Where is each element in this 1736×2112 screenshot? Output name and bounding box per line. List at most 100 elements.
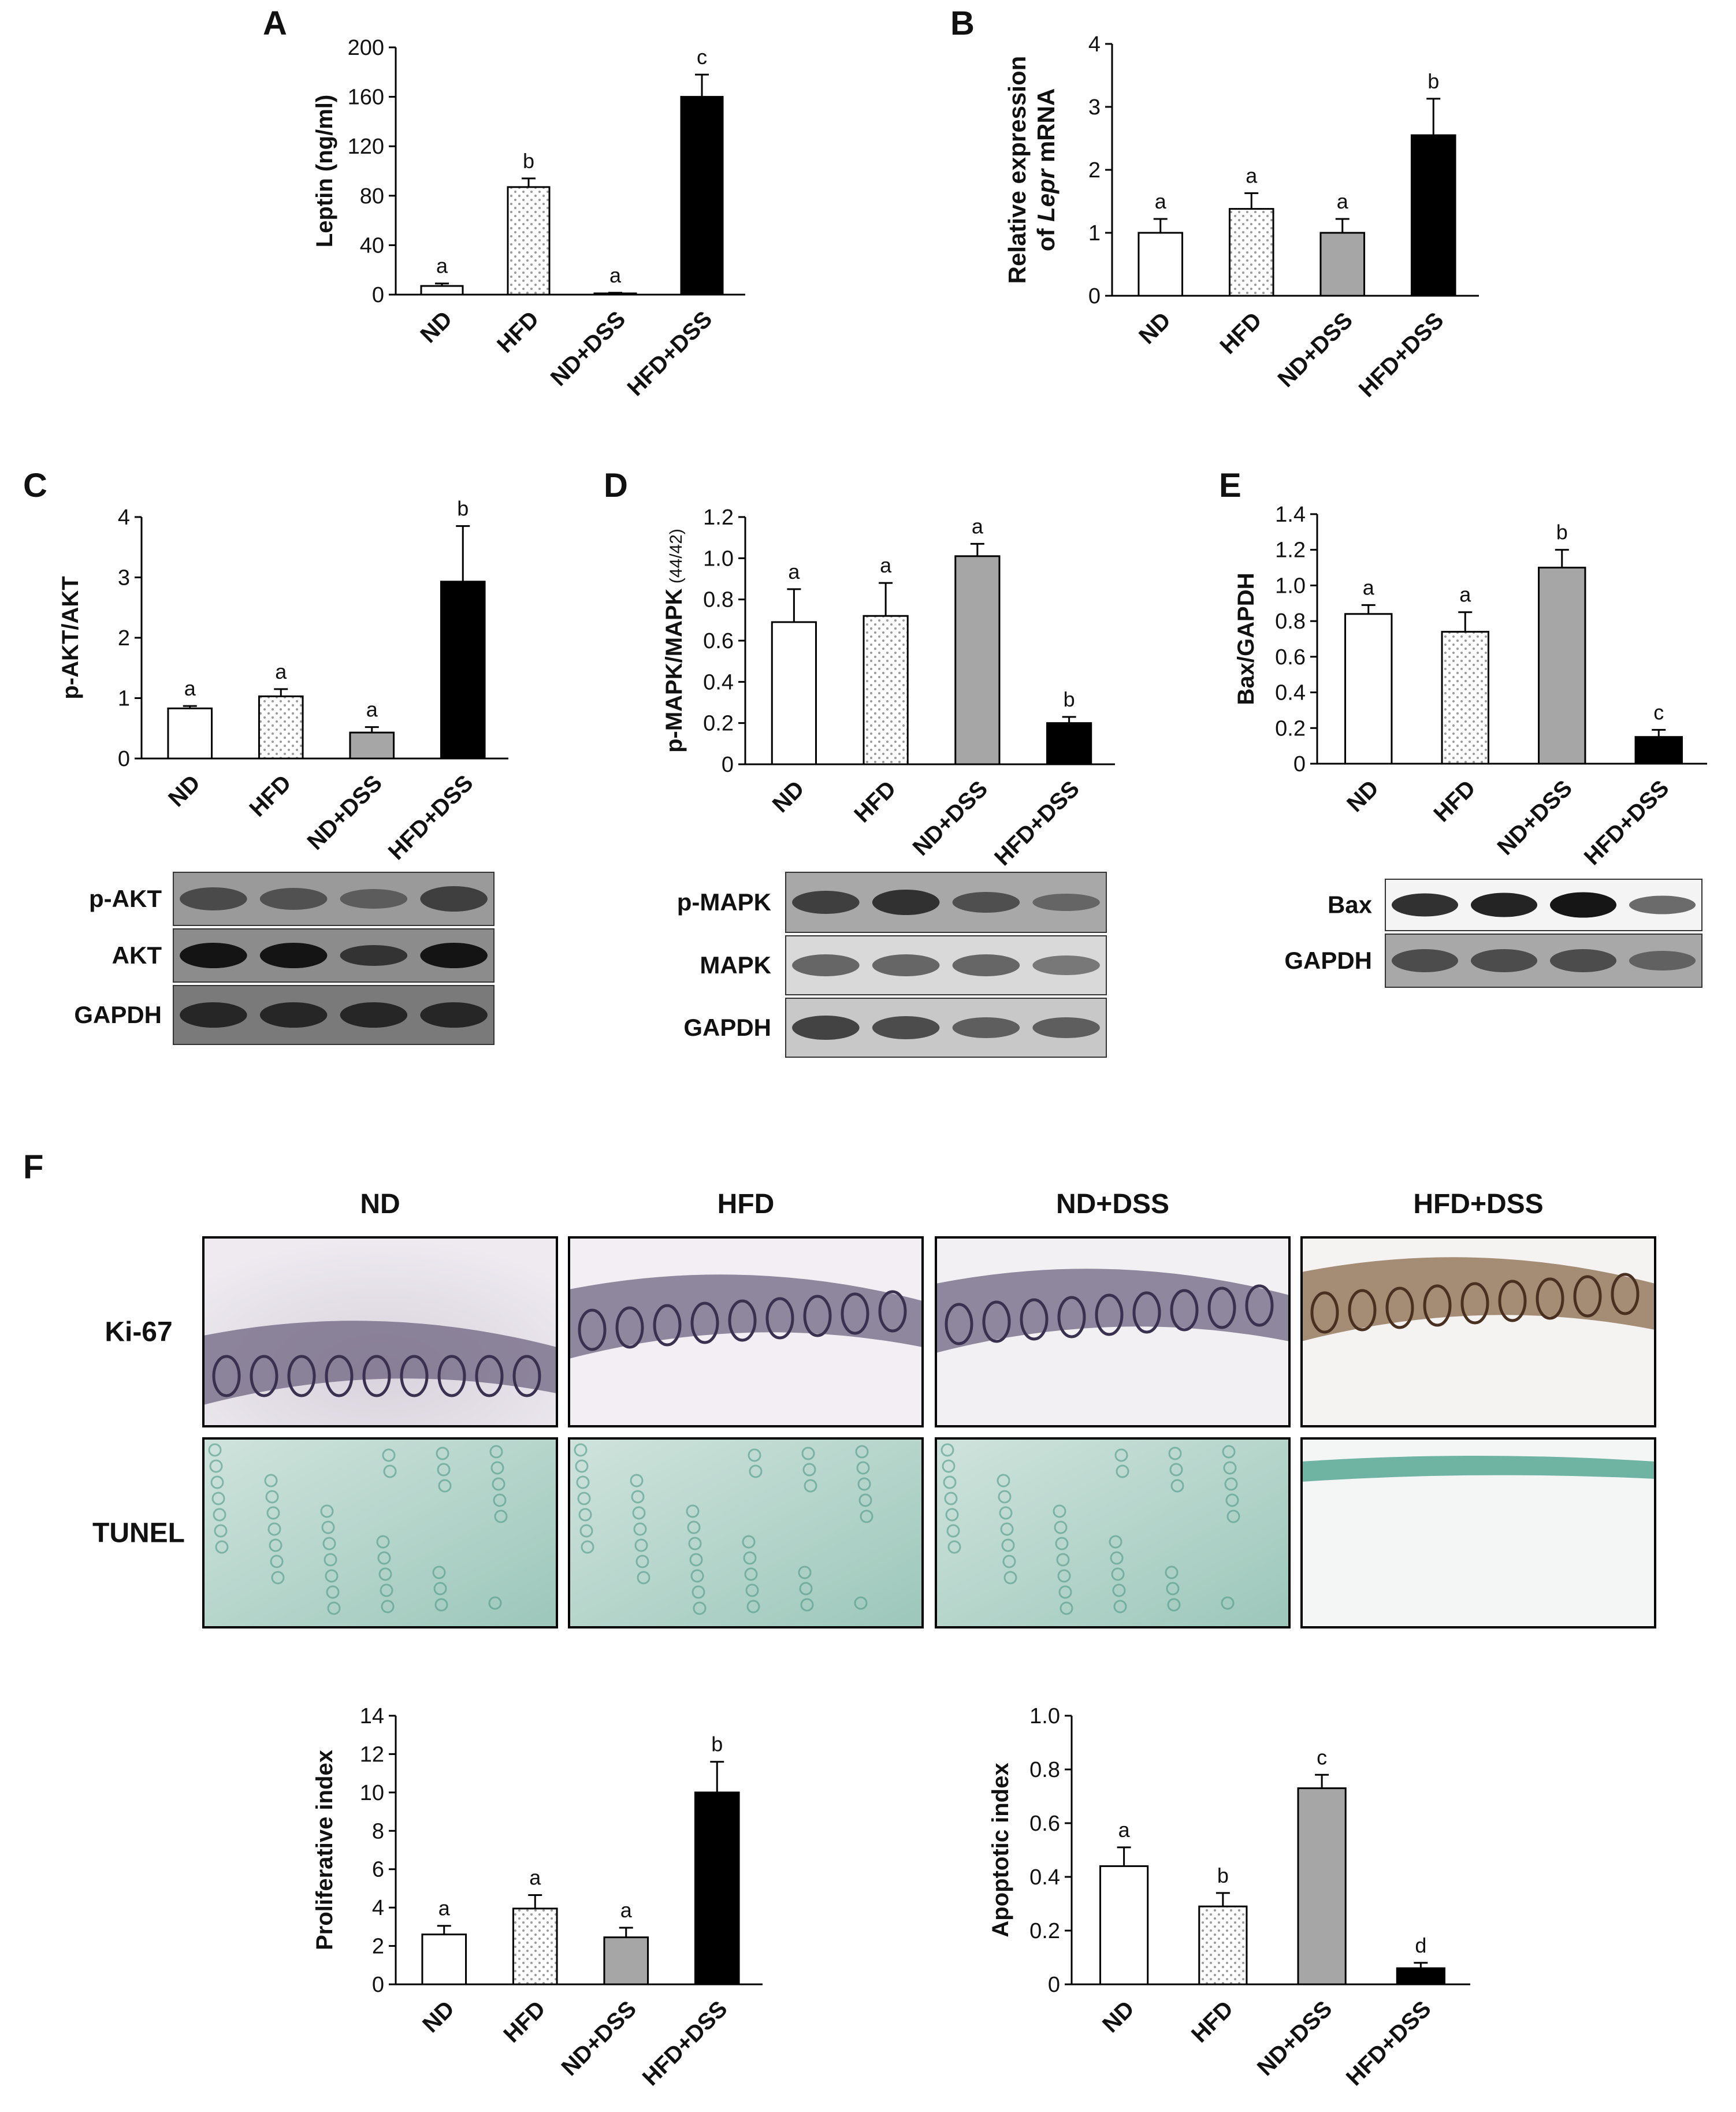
panel-label-B: B: [950, 5, 975, 42]
cell-nucleus: [1223, 1461, 1237, 1475]
histology-column-label: ND+DSS: [1056, 1189, 1169, 1219]
tissue-bg: [569, 1438, 923, 1627]
bar-ND+DSS: [1297, 1787, 1347, 1985]
bar-ND+DSS: [1319, 232, 1366, 297]
cell-nucleus: [581, 1540, 594, 1554]
cell-nucleus: [266, 1506, 280, 1520]
y-tick-label: 80: [360, 184, 384, 209]
cell-nucleus: [215, 1540, 229, 1554]
cell-nucleus: [382, 1448, 396, 1462]
blot-band: [792, 1016, 860, 1040]
cell-nucleus: [267, 1522, 281, 1536]
cell-nucleus: [269, 1538, 282, 1552]
cell-nucleus: [577, 1492, 591, 1505]
cell-nucleus: [1165, 1566, 1179, 1579]
y-tick-label: 0.8: [1275, 609, 1306, 634]
cell-nucleus: [1054, 1520, 1068, 1534]
cell-nucleus: [326, 1585, 340, 1599]
blot-band: [952, 954, 1020, 976]
crypt: [1498, 1280, 1527, 1322]
bar-ND: [1344, 613, 1393, 765]
blot-band: [420, 1002, 488, 1028]
significance-letter: a: [788, 560, 800, 583]
cell-nucleus: [693, 1601, 707, 1615]
cell-nucleus: [632, 1506, 646, 1520]
cell-nucleus: [687, 1520, 701, 1534]
cell-nucleus: [1168, 1447, 1182, 1460]
cell-nucleus: [1112, 1583, 1126, 1597]
significance-letter: b: [1428, 69, 1439, 93]
cell-nucleus: [1056, 1553, 1070, 1567]
cell-nucleus: [943, 1475, 957, 1489]
x-tick-label: ND+DSS: [908, 776, 993, 861]
bar-ND+DSS: [954, 555, 1001, 765]
y-tick-label: 1: [118, 687, 130, 711]
histology-image: [935, 1236, 1291, 1427]
cell-nucleus: [997, 1474, 1010, 1488]
blot-band: [1470, 893, 1538, 917]
significance-letter: a: [1118, 1818, 1131, 1842]
crypt: [1020, 1298, 1049, 1341]
cell-nucleus: [211, 1492, 225, 1505]
x-tick-label: ND: [163, 770, 205, 812]
crypt: [765, 1297, 794, 1340]
y-tick-label: 2: [1088, 158, 1101, 183]
x-tick-label: ND+DSS: [556, 1996, 641, 2081]
blot-label: GAPDH: [683, 1014, 771, 1041]
significance-letter: a: [366, 698, 378, 722]
image-frame: [1300, 1236, 1656, 1427]
cell-nucleus: [381, 1600, 395, 1613]
x-tick-label: ND: [415, 306, 457, 348]
y-tick-label: 0: [372, 283, 384, 307]
x-tick-label: HFD: [1215, 307, 1266, 359]
y-axis-label: Apoptotic index: [988, 1763, 1013, 1937]
blot-band: [792, 954, 860, 976]
cell-nucleus: [377, 1551, 391, 1565]
cell-nucleus: [490, 1461, 504, 1475]
bar-HFD+DSS: [1634, 736, 1683, 765]
y-tick-label: 3: [1088, 95, 1101, 120]
y-tick-label: 0: [1088, 284, 1101, 308]
blot-band: [872, 890, 940, 915]
cell-nucleus: [1110, 1551, 1124, 1565]
significance-letter: a: [609, 263, 622, 287]
y-tick-label: 3: [118, 566, 130, 590]
chart-A-0: 0 40 80 120 160 200 Leptin (ng/ml) a ND b HFD a ND+D…: [312, 36, 745, 401]
x-tick-label: HFD: [499, 1996, 550, 2047]
blot-band: [259, 888, 328, 910]
cell-nucleus: [854, 1596, 868, 1610]
crypt: [1132, 1291, 1161, 1334]
y-tick-label: 0.6: [1029, 1812, 1060, 1836]
cell-nucleus: [799, 1582, 813, 1596]
blot-band: [180, 1002, 247, 1028]
x-tick-label: HFD+DSS: [1354, 307, 1449, 402]
panel-label-A: A: [263, 5, 287, 42]
cell-nucleus: [210, 1475, 224, 1489]
blot-band: [340, 889, 408, 909]
cell-nucleus: [320, 1504, 334, 1518]
x-tick-label: HFD+DSS: [638, 1996, 733, 2091]
y-axis-label-2: of Lepr mRNA: [1032, 88, 1060, 251]
cell-nucleus: [327, 1601, 341, 1615]
cell-nucleus: [492, 1477, 505, 1491]
crypt: [250, 1355, 278, 1397]
cell-nucleus: [437, 1463, 451, 1477]
y-tick-label: 6: [372, 1858, 384, 1882]
blot-band: [1629, 951, 1696, 971]
cell-nucleus: [998, 1490, 1012, 1504]
chart-F-6: 0 0.2 0.4 0.6 0.8 1.0 Apoptotic index a ND b HFD c N…: [988, 1704, 1470, 2091]
cell-nucleus: [804, 1479, 817, 1493]
cell-nucleus: [378, 1567, 392, 1581]
y-tick-label: 4: [118, 505, 130, 530]
cell-nucleus: [801, 1447, 815, 1460]
chart-C-2: 0 1 2 3 4 p-AKT/AKT a ND a HFD a ND+DSS b HFD+DSS: [58, 497, 508, 865]
y-tick-label: 1: [1088, 221, 1101, 246]
x-tick-label: ND: [1098, 1996, 1139, 2037]
crypt: [803, 1295, 832, 1337]
crypt: [400, 1355, 429, 1397]
y-tick-label: 0.2: [1275, 716, 1306, 741]
cell-nucleus: [743, 1551, 757, 1565]
bar-HFD+DSS: [440, 581, 486, 760]
cell-nucleus: [213, 1508, 226, 1522]
